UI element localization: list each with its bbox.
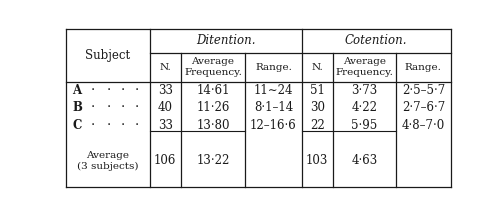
Text: 33: 33 <box>158 84 173 97</box>
Text: Average
Frequency.: Average Frequency. <box>336 57 394 77</box>
Text: 106: 106 <box>154 154 176 167</box>
Text: Subject: Subject <box>85 49 131 62</box>
Text: 4·22: 4·22 <box>351 101 377 114</box>
Text: ·: · <box>106 84 111 97</box>
Text: 4·63: 4·63 <box>351 154 377 167</box>
Text: ·: · <box>91 84 95 97</box>
Text: 2·7–6·7: 2·7–6·7 <box>402 101 445 114</box>
Text: A: A <box>72 84 82 97</box>
Text: ·: · <box>106 119 111 132</box>
Text: ·: · <box>134 119 139 132</box>
Text: N.: N. <box>311 63 323 72</box>
Text: B: B <box>72 101 82 114</box>
Text: 3·73: 3·73 <box>351 84 377 97</box>
Text: Average
Frequency.: Average Frequency. <box>184 57 242 77</box>
Text: 13·80: 13·80 <box>196 119 230 132</box>
Text: 12–16·6: 12–16·6 <box>250 119 297 132</box>
Text: ·: · <box>134 84 139 97</box>
Text: ·: · <box>134 101 139 114</box>
Text: ·: · <box>91 119 95 132</box>
Text: 8·1–14: 8·1–14 <box>254 101 293 114</box>
Text: 103: 103 <box>306 154 329 167</box>
Text: Average
(3 subjects): Average (3 subjects) <box>77 151 139 171</box>
Text: Range.: Range. <box>405 63 442 72</box>
Text: 51: 51 <box>310 84 325 97</box>
Text: ·: · <box>120 119 124 132</box>
Text: C: C <box>72 119 82 132</box>
Text: 40: 40 <box>158 101 173 114</box>
Text: ·: · <box>120 101 124 114</box>
Text: 33: 33 <box>158 119 173 132</box>
Text: Range.: Range. <box>255 63 292 72</box>
Text: ·: · <box>91 101 95 114</box>
Text: Cotention.: Cotention. <box>345 35 407 47</box>
Text: 4·8–7·0: 4·8–7·0 <box>402 119 445 132</box>
Text: 5·95: 5·95 <box>351 119 377 132</box>
Text: N.: N. <box>159 63 171 72</box>
Text: ·: · <box>120 84 124 97</box>
Text: 30: 30 <box>309 101 325 114</box>
Text: ·: · <box>106 101 111 114</box>
Text: 22: 22 <box>310 119 325 132</box>
Text: 11∼24: 11∼24 <box>254 84 293 97</box>
Text: Ditention.: Ditention. <box>196 35 256 47</box>
Text: 2·5–5·7: 2·5–5·7 <box>402 84 445 97</box>
Text: 11·26: 11·26 <box>196 101 230 114</box>
Text: 13·22: 13·22 <box>196 154 230 167</box>
Text: 14·61: 14·61 <box>196 84 230 97</box>
